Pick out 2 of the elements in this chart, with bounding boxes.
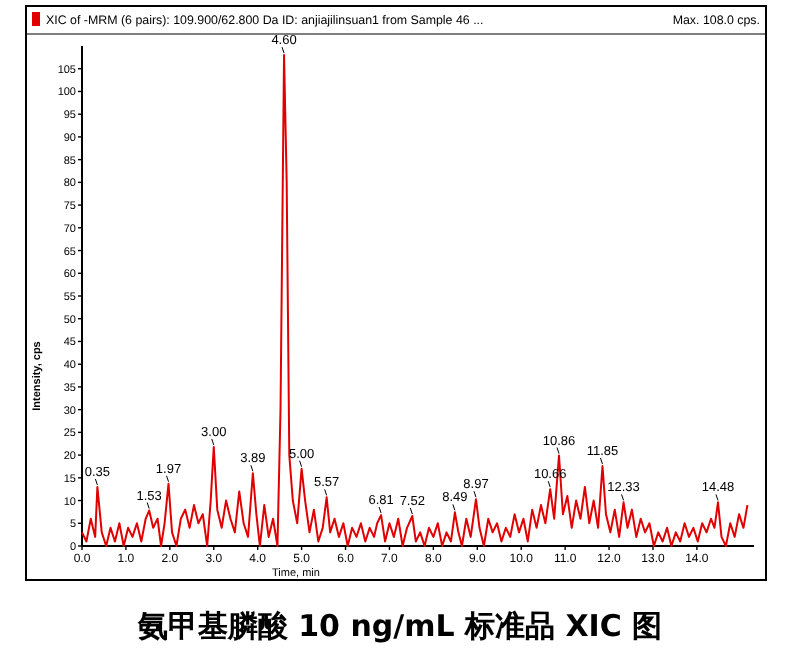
line-series [81, 54, 749, 547]
text: 氨甲基膦酸 10 ng/mL 标准品 XIC 图 [135, 608, 663, 644]
